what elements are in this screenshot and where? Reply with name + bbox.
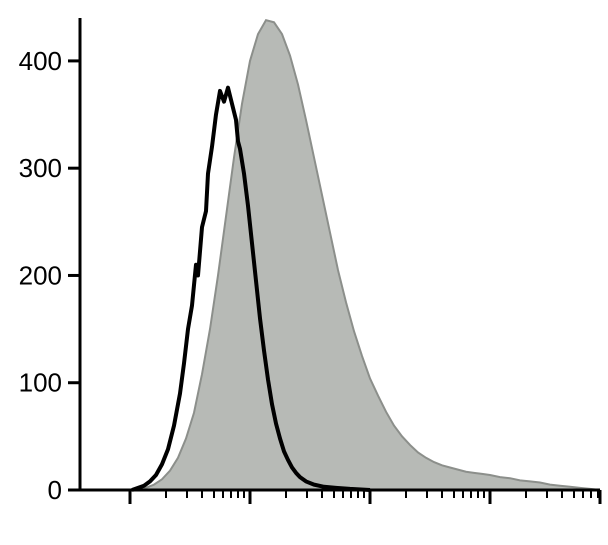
chart-svg: 0 100 200 300 400 (0, 0, 608, 545)
histogram-chart: 0 100 200 300 400 (0, 0, 608, 545)
y-tick-label: 0 (48, 475, 62, 505)
y-tick-label: 100 (19, 368, 62, 398)
y-tick-label: 400 (19, 46, 62, 76)
y-tick-label: 200 (19, 260, 62, 290)
y-tick-label: 300 (19, 153, 62, 183)
